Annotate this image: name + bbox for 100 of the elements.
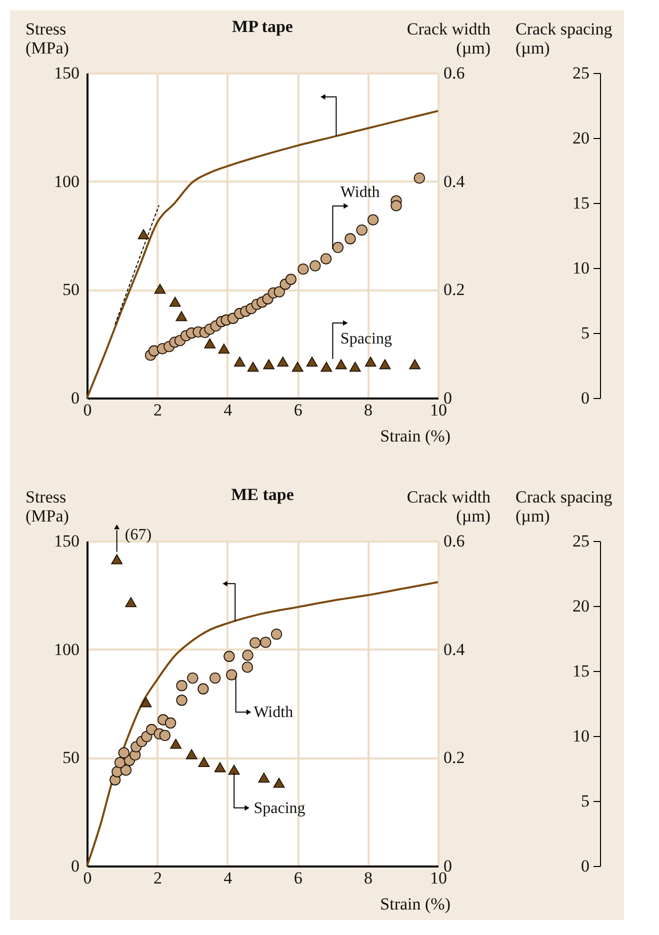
point <box>320 253 332 264</box>
point <box>310 260 321 272</box>
point <box>164 717 176 729</box>
y3-tick-label: 20 <box>572 128 590 148</box>
y2-axis-title: Crack width (µm) <box>406 20 491 58</box>
point <box>298 264 309 275</box>
x-tick-label: 4 <box>224 868 233 888</box>
point <box>242 650 254 661</box>
point <box>273 778 285 788</box>
point <box>186 749 198 760</box>
y2-tick-label: 0.6 <box>444 532 465 550</box>
point <box>247 362 259 372</box>
y3-tick-label: 15 <box>572 662 590 680</box>
x-tick-label: 0 <box>83 400 92 420</box>
x-axis-title: Strain (%) <box>380 426 450 446</box>
point <box>187 672 198 684</box>
x-tick-label: 2 <box>153 400 162 420</box>
series-label: Width <box>340 184 380 202</box>
point <box>390 200 402 212</box>
point <box>228 764 240 775</box>
point <box>263 359 275 370</box>
point <box>344 233 356 244</box>
point <box>198 757 210 767</box>
point <box>320 362 332 372</box>
y2-axis-title: Crack width (µm) <box>406 488 491 526</box>
y-axis-title: Stress (MPa) <box>26 20 69 58</box>
point <box>169 296 181 307</box>
point <box>285 274 297 285</box>
point <box>204 338 216 348</box>
point <box>118 747 130 758</box>
y-tick-label: 0 <box>71 388 80 408</box>
point <box>170 738 182 749</box>
y3-tick-label: 5 <box>581 792 590 810</box>
point <box>414 172 425 184</box>
point <box>379 359 391 370</box>
y3-axis-title: Crack spacing (µm) <box>516 488 613 526</box>
y3-tick-label: 20 <box>572 596 590 616</box>
y3-tick-label: 0 <box>581 856 590 876</box>
point <box>176 311 188 322</box>
y-tick-label: 150 <box>54 532 80 550</box>
y-tick-label: 0 <box>71 856 80 876</box>
point <box>258 772 270 783</box>
y2-tick-label: 0.6 <box>444 64 465 82</box>
point <box>364 356 376 367</box>
point <box>292 362 304 372</box>
point <box>176 680 188 692</box>
y2-tick-label: 0.2 <box>444 280 465 300</box>
point <box>198 683 209 694</box>
y3-tick-label: 5 <box>581 324 590 342</box>
series-label: Width <box>254 704 294 722</box>
y2-tick-label: 0.4 <box>444 172 466 191</box>
point <box>140 697 152 708</box>
point <box>224 650 235 662</box>
point <box>274 286 285 298</box>
y3-axis-title: Crack spacing (µm) <box>516 20 613 58</box>
point <box>111 554 123 564</box>
x-tick-label: 8 <box>364 868 373 888</box>
point <box>176 694 188 706</box>
x-tick-label: 6 <box>294 400 302 420</box>
point <box>260 636 272 648</box>
y3-tick-label: 15 <box>572 194 590 212</box>
point <box>242 662 253 673</box>
x-tick-label: 4 <box>224 400 233 420</box>
point <box>138 229 150 240</box>
y-tick-label: 100 <box>54 640 80 659</box>
y-tick-label: 50 <box>62 280 80 300</box>
chart-title: MP tape <box>232 17 294 36</box>
y3-tick-label: 0 <box>581 388 590 408</box>
point <box>154 284 166 294</box>
point <box>159 730 170 742</box>
y3-tick-label: 10 <box>572 726 590 746</box>
point <box>234 356 246 367</box>
series-label: Spacing <box>340 330 392 348</box>
y-axis-title: Stress (MPa) <box>26 488 69 526</box>
point <box>335 359 347 370</box>
annotation: (67) <box>124 526 152 544</box>
x-tick-label: 8 <box>364 400 373 420</box>
point <box>226 669 238 680</box>
point <box>332 242 344 253</box>
x-tick-label: 2 <box>153 868 162 888</box>
x-tick-label: 6 <box>294 868 302 888</box>
y-tick-label: 100 <box>54 172 80 191</box>
y3-tick-label: 10 <box>572 258 590 278</box>
point <box>409 359 421 370</box>
y-tick-label: 150 <box>54 64 80 82</box>
chart-title: ME tape <box>231 485 294 504</box>
series-label: Spacing <box>254 800 306 817</box>
y2-tick-label: 0.4 <box>444 640 466 659</box>
x-tick-label: 0 <box>83 868 92 888</box>
point <box>214 762 226 772</box>
point <box>250 637 261 648</box>
y3-tick-label: 25 <box>572 532 590 550</box>
point <box>349 362 361 372</box>
point <box>218 344 230 354</box>
point <box>277 356 289 367</box>
point <box>367 214 379 226</box>
point <box>125 597 137 608</box>
point <box>356 224 368 236</box>
point <box>270 628 282 640</box>
point <box>146 724 158 736</box>
